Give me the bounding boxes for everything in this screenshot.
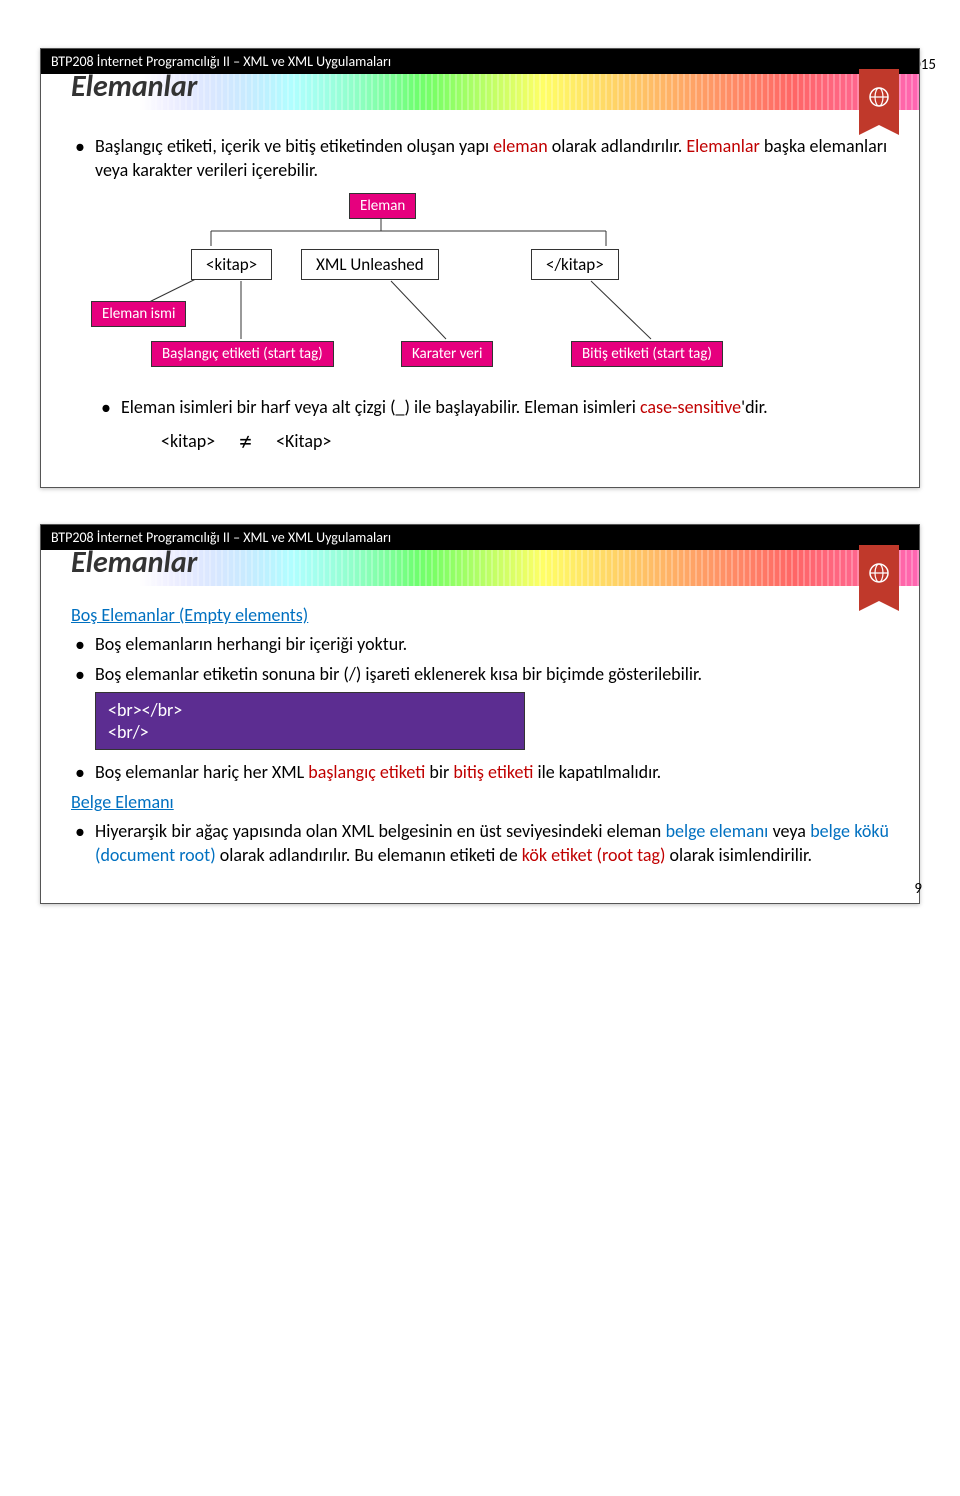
slide-title: Elemanlar [71, 68, 197, 105]
bullet-empty-2: Boş elemanlar etiketin sonuna bir (/) iş… [71, 662, 889, 686]
box-content: XML Unleashed [301, 249, 439, 280]
slide-title: Elemanlar [71, 544, 197, 581]
label-bitis: Bitiş etiketi (start tag) [571, 341, 723, 367]
label-karater-veri: Karater veri [401, 341, 493, 367]
label-eleman: Eleman [349, 193, 416, 219]
slide-content: Boş Elemanlar (Empty elements) Boş elema… [41, 596, 919, 883]
box-open-tag: <kitap> [191, 249, 272, 280]
box-close-tag: </kitap> [531, 249, 619, 280]
label-start-tag: Başlangıç etiketi (start tag) [151, 341, 334, 367]
page-number: 9 [914, 880, 922, 898]
slide-content: Başlangıç etiketi, içerik ve bitiş etike… [41, 120, 919, 467]
bullet-rule: Eleman isimleri bir harf veya alt çizgi … [97, 395, 889, 419]
heading-belge-elemani: Belge Elemanı [71, 791, 889, 813]
neq-row: <kitap> ≠ <Kitap> [71, 425, 889, 457]
globe-icon [867, 85, 891, 109]
ribbon-badge [859, 69, 899, 125]
globe-icon [867, 561, 891, 585]
ribbon-badge [859, 545, 899, 601]
code-block: <br></br> <br/> [95, 692, 525, 750]
rainbow-bar: Elemanlar [41, 74, 919, 110]
bullet-intro: Başlangıç etiketi, içerik ve bitiş etike… [71, 134, 889, 183]
bullet-empty-3: Boş elemanlar hariç her XML başlangıç et… [71, 760, 889, 784]
code-line-1: <br></br> [108, 699, 512, 721]
neq-left: <kitap> [161, 430, 215, 452]
slide-1: BTP208 İnternet Programcılığı II – XML v… [40, 48, 920, 488]
bullet-belge: Hiyerarşik bir ağaç yapısında olan XML b… [71, 819, 889, 868]
code-line-2: <br/> [108, 721, 512, 743]
xml-diagram: Eleman <kitap> XML Unleashed </kitap> El… [91, 191, 869, 381]
rainbow-bar: Elemanlar [41, 550, 919, 586]
neq-right: <Kitap> [276, 430, 331, 452]
not-equal-icon: ≠ [239, 425, 252, 457]
heading-empty-elements: Boş Elemanlar (Empty elements) [71, 604, 889, 626]
slide-2: BTP208 İnternet Programcılığı II – XML v… [40, 524, 920, 904]
bullet-empty-1: Boş elemanların herhangi bir içeriği yok… [71, 632, 889, 656]
label-eleman-ismi: Eleman ismi [91, 301, 186, 327]
